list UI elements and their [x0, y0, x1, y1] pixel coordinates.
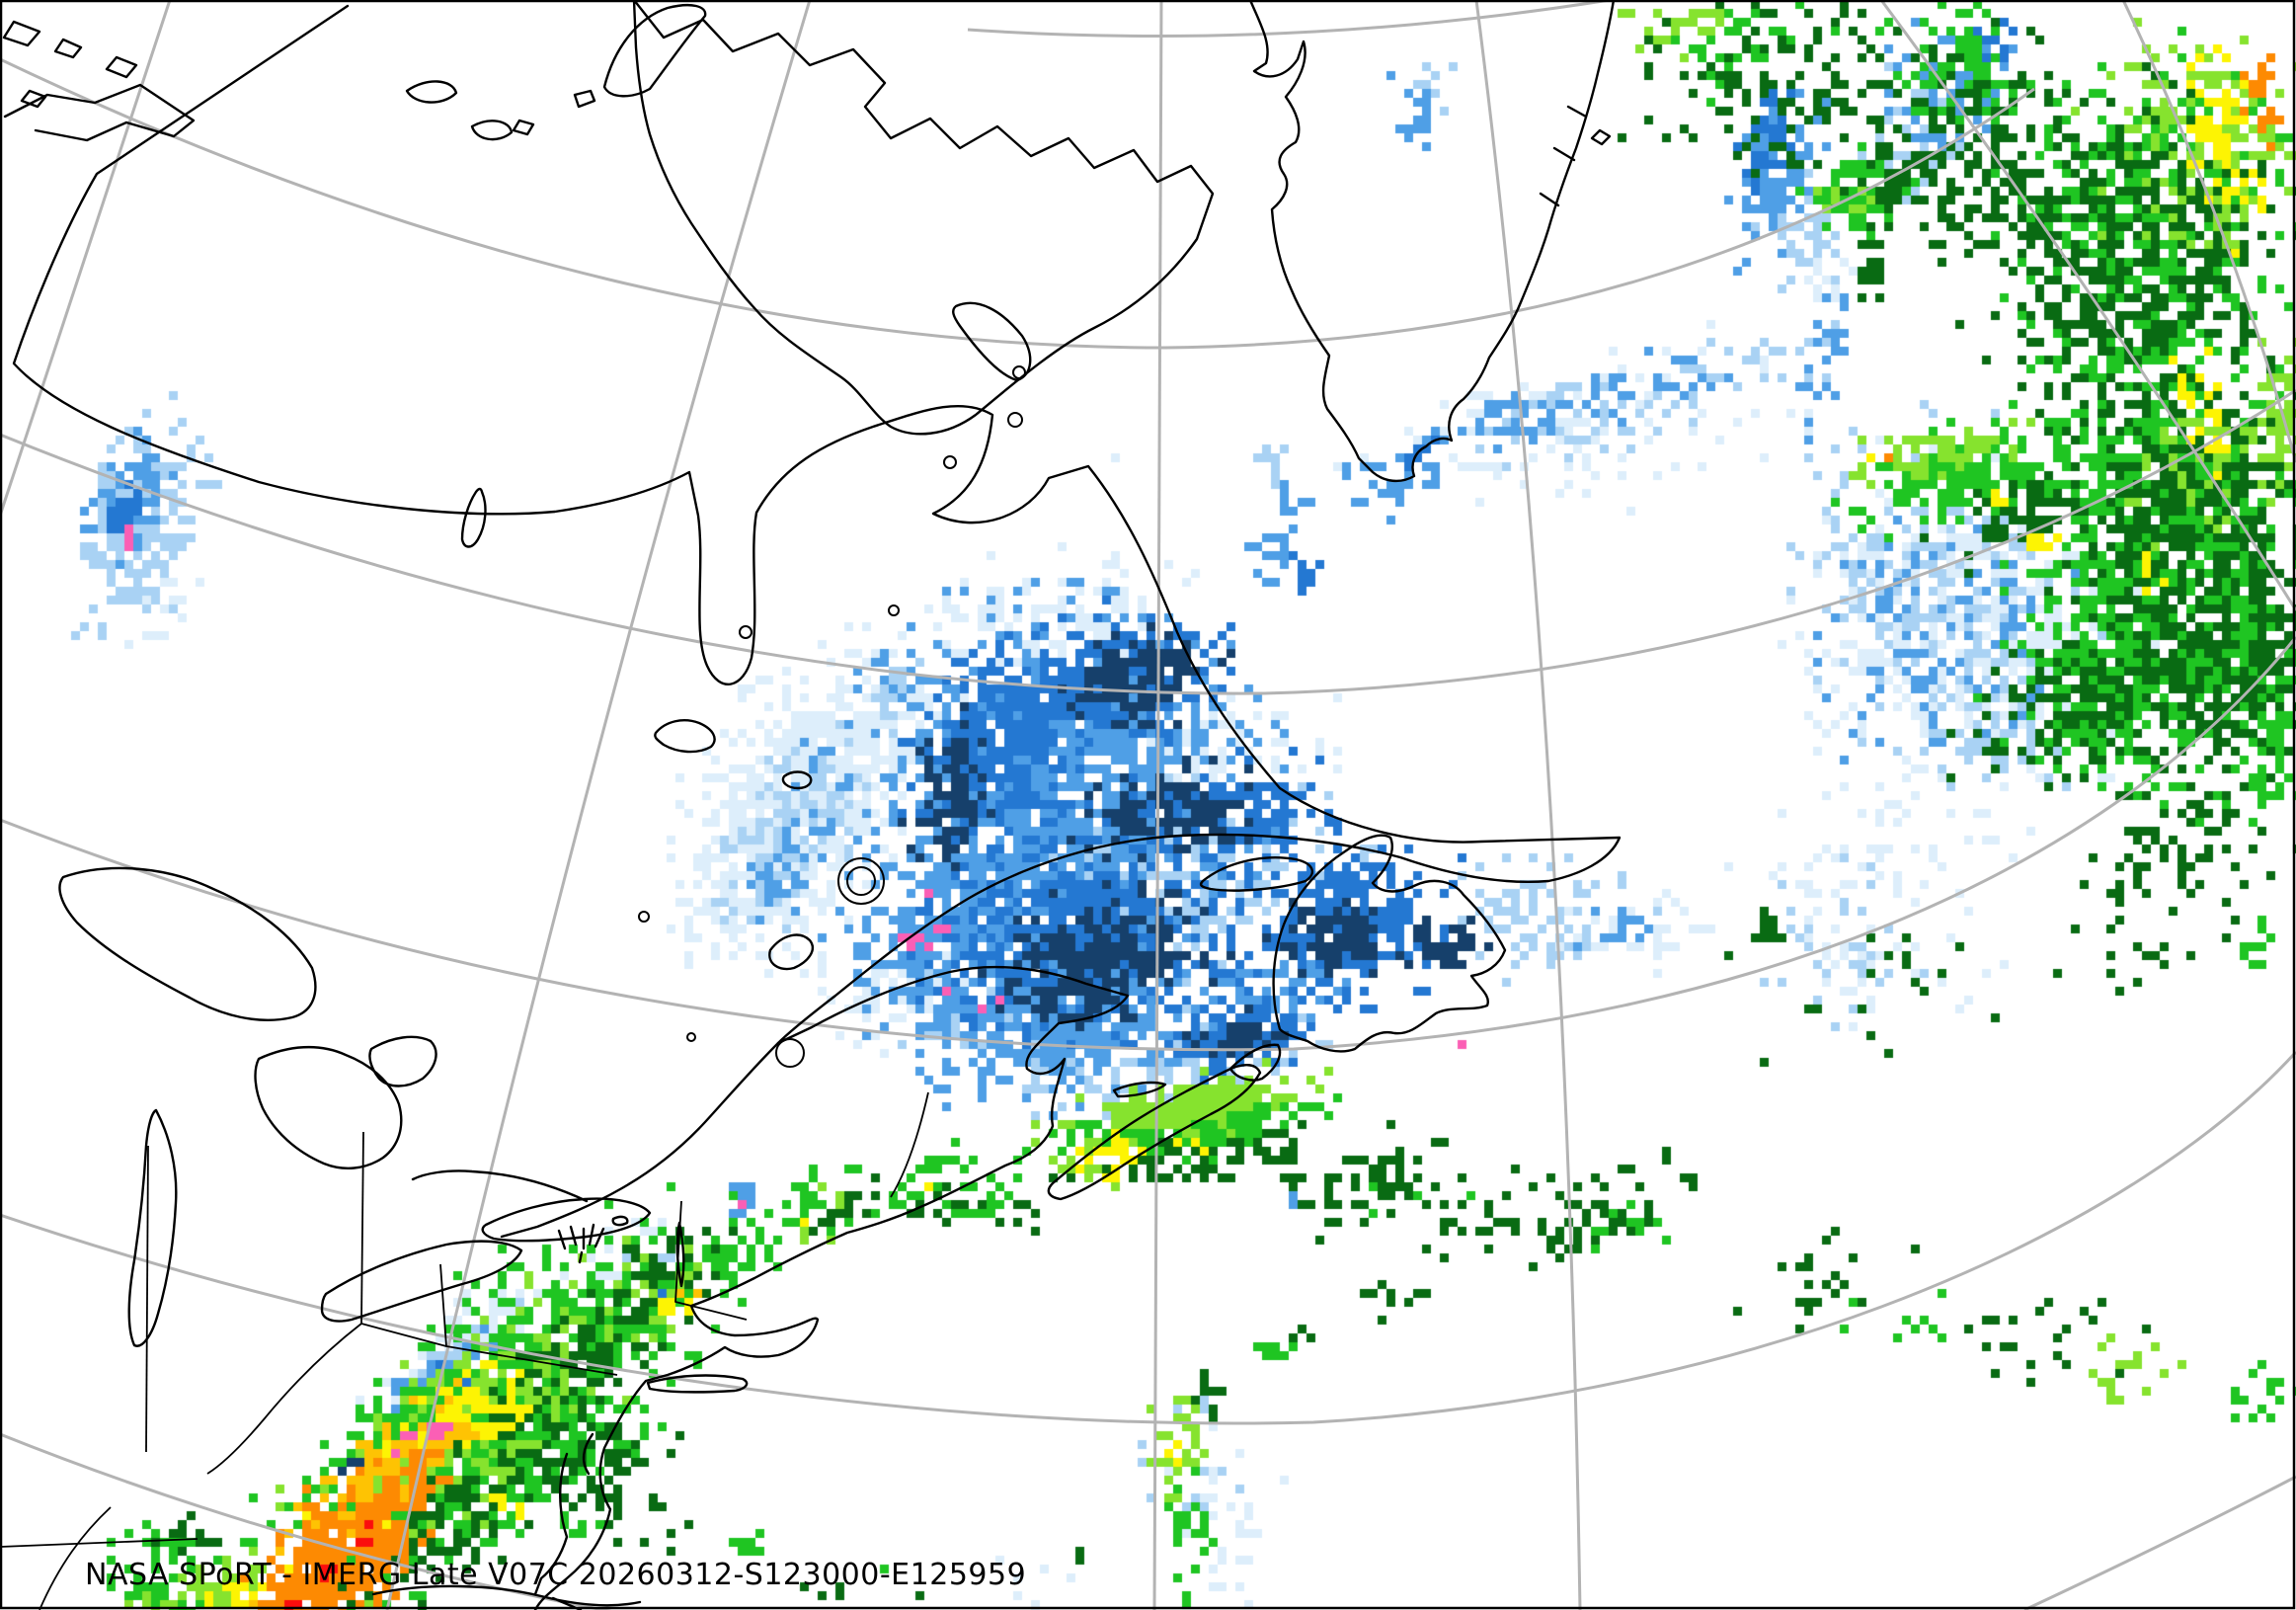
state-borders: [0, 1091, 929, 1610]
map-caption: NASA SPoRT - IMERG Late V07C 20260312-S1…: [85, 1558, 1027, 1592]
coastlines: [2, 0, 1622, 1610]
lakes: [58, 604, 900, 1347]
